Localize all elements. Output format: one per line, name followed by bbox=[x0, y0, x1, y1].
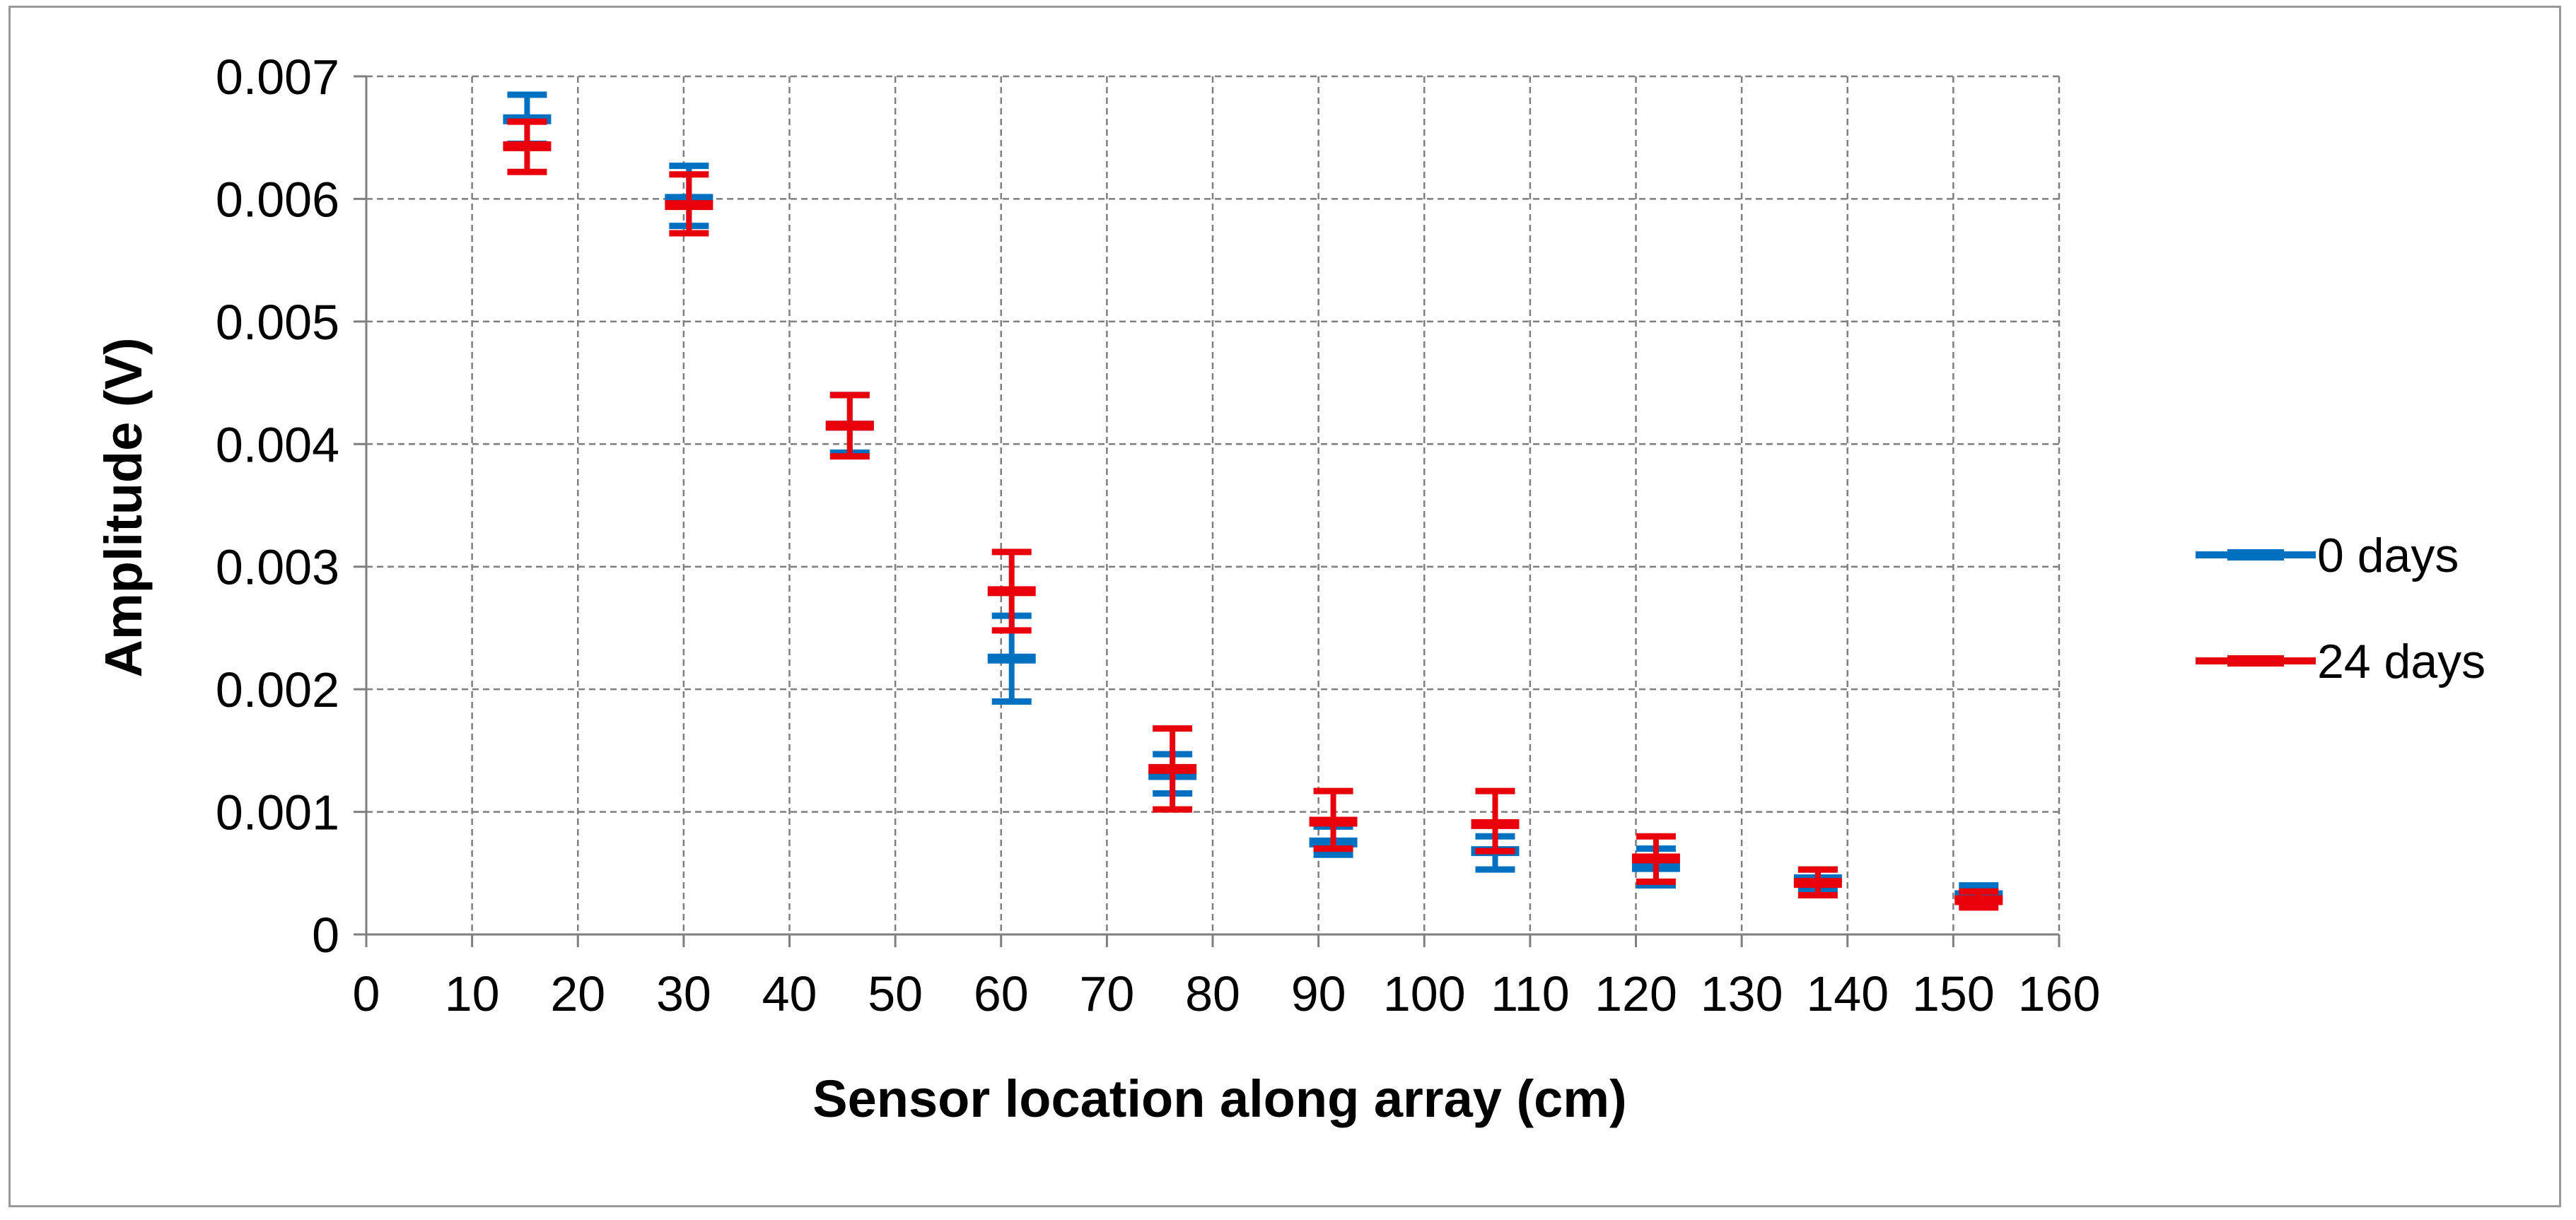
data-point bbox=[1631, 833, 1680, 885]
legend: 0 days 24 days bbox=[2196, 529, 2485, 688]
x-tick-label: 60 bbox=[974, 966, 1029, 1021]
x-tick-label: 80 bbox=[1185, 966, 1240, 1021]
y-tick-label: 0 bbox=[312, 908, 339, 963]
x-tick-label: 40 bbox=[762, 966, 817, 1021]
data-point bbox=[987, 549, 1036, 634]
x-tick-label: 100 bbox=[1383, 966, 1466, 1021]
grid-lines bbox=[366, 75, 2061, 934]
y-axis-tick-labels: 0 0.001 0.002 0.003 0.004 0.005 0.006 0.007 bbox=[216, 49, 339, 963]
data-point bbox=[1309, 787, 1358, 852]
x-tick-label: 20 bbox=[550, 966, 605, 1021]
x-tick-label: 140 bbox=[1806, 966, 1889, 1021]
legend-label: 24 days bbox=[2317, 635, 2485, 688]
x-tick-label: 10 bbox=[445, 966, 500, 1021]
y-tick-label: 0.003 bbox=[216, 540, 339, 595]
data-point bbox=[1148, 725, 1197, 813]
y-tick-label: 0.006 bbox=[216, 172, 339, 227]
legend-item: 24 days bbox=[2196, 635, 2485, 688]
data-point bbox=[503, 118, 552, 175]
chart-frame bbox=[8, 6, 2561, 1207]
x-tick-label: 70 bbox=[1079, 966, 1134, 1021]
legend-label: 0 days bbox=[2317, 529, 2459, 582]
x-tick-label: 120 bbox=[1595, 966, 1677, 1021]
x-tick-label: 50 bbox=[868, 966, 923, 1021]
x-tick-label: 30 bbox=[656, 966, 711, 1021]
y-axis-title: Amplitude (V) bbox=[94, 338, 153, 678]
y-tick-label: 0.007 bbox=[216, 49, 339, 105]
data-point bbox=[1471, 787, 1520, 855]
axes bbox=[354, 75, 2061, 947]
data-point bbox=[665, 171, 713, 237]
data-point bbox=[1793, 866, 1842, 899]
series-0 bbox=[503, 91, 2003, 905]
x-tick-label: 160 bbox=[2018, 966, 2101, 1021]
series-marks bbox=[503, 91, 2003, 911]
y-tick-label: 0.005 bbox=[216, 295, 339, 350]
y-tick-label: 0.001 bbox=[216, 785, 339, 840]
x-tick-label: 150 bbox=[1912, 966, 1995, 1021]
legend-item: 0 days bbox=[2196, 529, 2459, 582]
x-axis-tick-labels: 0 10 20 30 40 50 60 70 80 90 100 110 120 130 140 150 160 bbox=[353, 966, 2101, 1021]
y-tick-label: 0.004 bbox=[216, 417, 339, 472]
series-1 bbox=[503, 118, 2003, 911]
x-axis-title: Sensor location along array (cm) bbox=[812, 1069, 1626, 1128]
y-tick-label: 0.002 bbox=[216, 662, 339, 717]
x-tick-label: 0 bbox=[353, 966, 380, 1021]
x-tick-label: 110 bbox=[1491, 966, 1570, 1021]
x-tick-label: 130 bbox=[1701, 966, 1783, 1021]
x-tick-label: 90 bbox=[1291, 966, 1346, 1021]
data-point bbox=[825, 392, 874, 460]
data-point bbox=[1954, 888, 2003, 911]
